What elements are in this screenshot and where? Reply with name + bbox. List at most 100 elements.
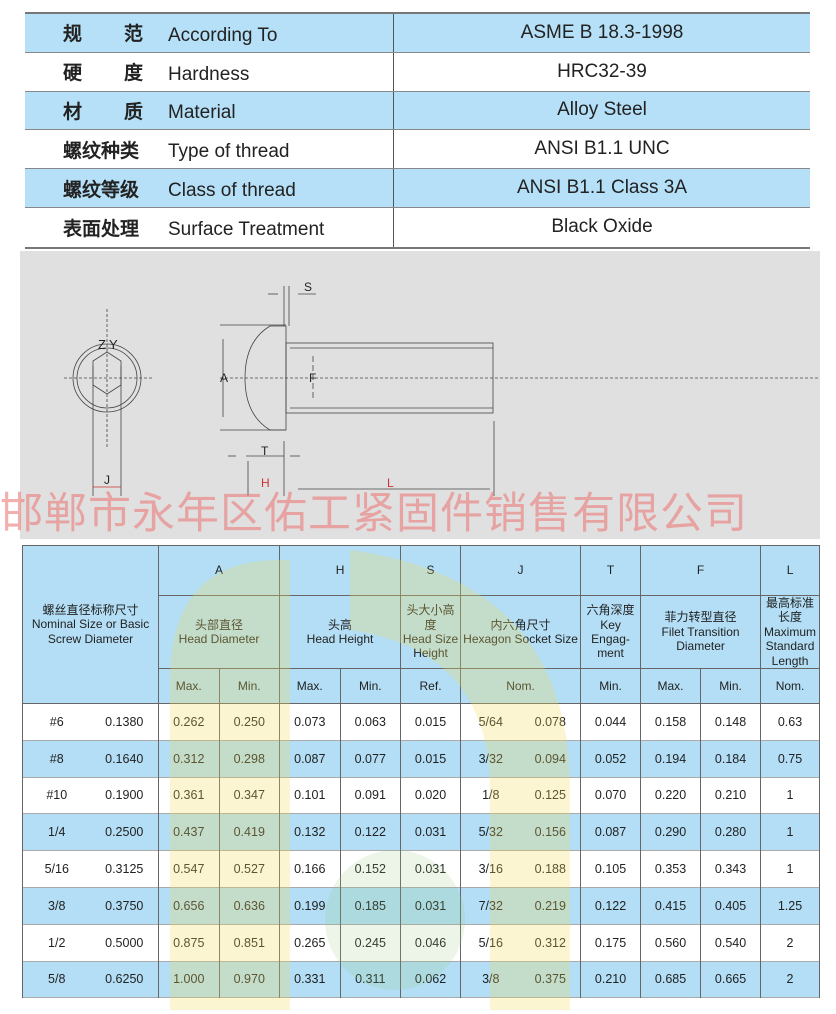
table-cell: 1: [760, 850, 821, 888]
label-t: T: [261, 444, 269, 458]
table-cell: 0.125: [520, 777, 582, 814]
table-cell: 0.158: [640, 703, 702, 741]
table-cell: 1.25: [760, 887, 821, 925]
spec-label-cn: 材质: [63, 97, 143, 124]
header-en: Filet Transition Diameter: [661, 624, 740, 654]
table-cell: 0.540: [700, 924, 762, 962]
header-sub: Max.: [640, 668, 702, 704]
table-cell: 7/32: [460, 887, 521, 925]
table-row: #8 0.1640 0.312 0.298 0.087 0.077 0.015 3/32 0.0…: [22, 740, 821, 778]
header-en: Key Engag-ment: [591, 617, 630, 661]
spec-label-cn-char: 范: [123, 24, 143, 46]
spec-label-en: Type of thread: [168, 141, 290, 163]
dimension-table: 螺丝直径标称尺寸 Nominal Size or Basic Screw Diam…: [22, 545, 821, 998]
spec-label-cn-char: 螺纹种类: [63, 140, 140, 162]
header-letter: T: [580, 545, 642, 596]
table-cell: 0.245: [339, 924, 402, 962]
table-cell: 0.312: [520, 924, 582, 962]
table-cell: 0.2500: [90, 813, 159, 851]
table-row: 1/4 0.2500 0.437 0.419 0.132 0.122 0.031 5/32 0.…: [22, 813, 821, 851]
header-letter: F: [640, 545, 762, 596]
table-row: 3/8 0.3750 0.656 0.636 0.199 0.185 0.031 7/32 0.…: [22, 887, 821, 925]
table-cell: 0.077: [339, 740, 402, 778]
table-cell: 0.851: [218, 924, 281, 962]
table-cell: 0.175: [580, 924, 642, 962]
header-sub: Max.: [279, 668, 341, 704]
header-cn: 内六角尺寸: [490, 617, 551, 632]
table-cell: 0.311: [339, 961, 402, 998]
header-cn: 菲力转型直径: [664, 610, 737, 625]
table-cell: 0.560: [640, 924, 702, 962]
table-cell: 0.265: [279, 924, 341, 962]
table-cell: 0.166: [279, 850, 341, 888]
table-cell: 0.63: [760, 703, 821, 741]
spec-row: 规范 According To ASME B 18.3-1998: [25, 14, 810, 53]
end-view: Z Y J: [64, 309, 153, 496]
header-cn: 六角深度: [586, 603, 635, 618]
table-cell: 1/8: [460, 777, 521, 814]
table-cell: 0.970: [218, 961, 281, 998]
header-cn: 头大小高度: [406, 603, 455, 632]
table-cell: 0.331: [279, 961, 341, 998]
label-f: F: [309, 371, 316, 385]
table-cell: 0.665: [700, 961, 762, 998]
table-cell: 5/16: [460, 924, 521, 962]
table-cell: 0.210: [700, 777, 762, 814]
table-cell: 3/16: [460, 850, 521, 888]
spec-label-cn: 螺纹等级: [63, 175, 143, 202]
header-letter: S: [400, 545, 462, 596]
table-cell: 0.1640: [90, 740, 159, 778]
header-letter: J: [460, 545, 582, 596]
table-cell: 2: [760, 924, 821, 962]
table-cell: 0.262: [158, 703, 220, 741]
header-description: 头部直径 Head Diameter: [157, 595, 281, 669]
table-cell: 0.280: [700, 813, 762, 851]
table-cell: 2: [760, 961, 821, 998]
header-sub: Nom.: [460, 668, 582, 704]
table-cell: 0.122: [339, 813, 402, 851]
table-cell: 0.101: [279, 777, 341, 814]
spec-label-cn-char: 螺纹等级: [63, 179, 140, 201]
spec-row: 材质 Material Alloy Steel: [25, 91, 810, 131]
table-cell: 0.063: [339, 703, 402, 741]
table-cell: 0.415: [640, 887, 702, 925]
table-cell: 0.210: [580, 961, 642, 998]
table-cell: 0.1900: [90, 777, 159, 814]
spec-label-cn: 硬度: [63, 58, 143, 85]
table-cell: 5/64: [460, 703, 521, 741]
table-row: #10 0.1900 0.361 0.347 0.101 0.091 0.020 1/8 0.1…: [22, 777, 821, 814]
header-letter: H: [279, 545, 402, 596]
table-cell: 0.1380: [90, 703, 159, 741]
side-view: A F S T H L: [220, 280, 820, 496]
table-cell: 0.3125: [90, 850, 159, 888]
header-cn: 最高标准长度: [766, 596, 815, 625]
table-cell: 5/8: [22, 961, 91, 998]
spec-row: 螺纹等级 Class of thread ANSI B1.1 Class 3A: [25, 169, 810, 208]
table-cell: 0.375: [520, 961, 582, 998]
table-cell: 1: [760, 777, 821, 814]
spec-value: ANSI B1.1 Class 3A: [393, 169, 810, 207]
table-cell: 0.343: [700, 850, 762, 888]
spec-label-cn: 表面处理: [63, 214, 143, 241]
table-cell: 0.219: [520, 887, 582, 925]
spec-value: ASME B 18.3-1998: [393, 14, 810, 52]
table-cell: 1/4: [22, 813, 91, 851]
table-cell: 0.020: [400, 777, 462, 814]
table-cell: 0.875: [158, 924, 220, 962]
table-cell: 5/16: [22, 850, 91, 888]
spec-value: HRC32-39: [393, 52, 810, 91]
table-cell: 0.156: [520, 813, 582, 851]
label-y: Y: [109, 337, 118, 352]
table-cell: 0.087: [580, 813, 642, 851]
table-cell: 0.105: [580, 850, 642, 888]
header-en: Head Diameter: [178, 632, 260, 646]
table-cell: 0.031: [400, 813, 462, 851]
table-cell: 0.419: [218, 813, 281, 851]
table-cell: 0.437: [158, 813, 220, 851]
spec-label-cn: 规范: [63, 19, 143, 46]
label-j: J: [104, 473, 110, 487]
table-cell: 0.188: [520, 850, 582, 888]
header-sub: Min.: [339, 668, 402, 704]
spec-row: 硬度 Hardness HRC32-39: [25, 52, 810, 92]
header-description: 六角深度 Key Engag-ment: [580, 595, 642, 669]
